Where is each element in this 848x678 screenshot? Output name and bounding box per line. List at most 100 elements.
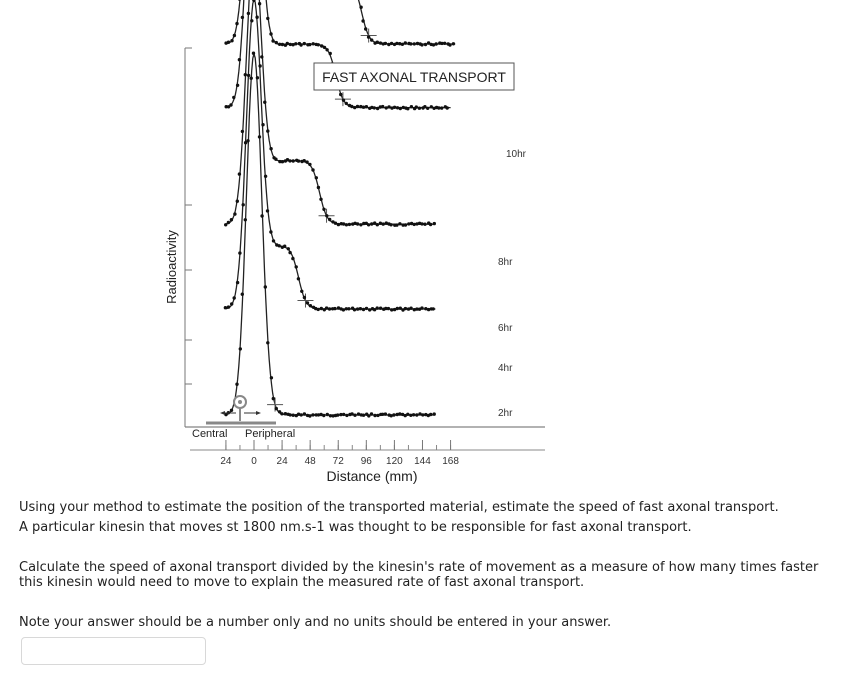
data-point-4hr [358,307,363,311]
data-point-4hr [263,174,268,178]
data-point-6hr [381,222,385,226]
data-point-2hr [263,285,267,289]
data-point-6hr [389,223,393,227]
data-point-6hr [412,222,416,227]
data-point-10hr [375,40,379,44]
data-point-8hr [339,92,343,97]
data-point-2hr [238,347,242,351]
data-point-2hr [224,412,228,417]
data-point-8hr [401,105,405,110]
data-point-6hr [229,218,234,222]
x-tick-label: 120 [386,456,403,467]
data-point-10hr [370,38,374,42]
data-point-8hr [395,106,400,110]
data-point-2hr [350,412,354,416]
data-point-6hr [373,221,377,225]
data-point-8hr [414,105,418,109]
data-point-6hr [260,55,264,59]
data-point-4hr [277,244,281,248]
data-point-2hr [257,135,262,139]
data-point-10hr [232,33,237,38]
data-point-8hr [437,106,441,110]
data-point-4hr [235,280,240,285]
data-point-6hr [375,223,379,227]
data-point-6hr [269,147,273,151]
data-point-8hr [341,98,346,102]
data-point-2hr [398,412,402,416]
data-point-2hr [271,396,275,401]
data-point-4hr [426,307,431,312]
data-point-8hr [232,95,236,100]
data-point-8hr [417,106,422,110]
x-tick-label: 72 [333,456,345,467]
data-point-2hr [421,413,425,417]
data-point-6hr [314,176,318,180]
data-point-4hr [344,307,348,311]
data-point-2hr [415,413,419,417]
data-point-4hr [412,308,416,312]
data-point-4hr [378,306,383,310]
data-point-8hr [328,51,332,56]
data-point-6hr [233,212,237,216]
data-point-4hr [336,306,341,310]
data-point-4hr [347,307,351,311]
x-tick-label: 48 [305,456,317,467]
data-point-4hr [223,306,228,310]
data-point-2hr [291,413,295,417]
data-point-6hr [288,159,292,163]
data-point-8hr [325,48,329,52]
series-label-6hr: 6hr [498,323,513,334]
data-point-10hr [426,41,431,45]
x-tick-label: 168 [442,456,459,467]
data-point-4hr [308,304,313,308]
data-point-10hr [359,5,363,9]
data-point-4hr [409,306,413,310]
data-point-4hr [375,306,379,310]
answer-input[interactable] [21,637,206,665]
data-point-6hr [415,222,419,226]
data-point-2hr [339,412,343,417]
data-point-6hr [316,185,321,190]
data-point-2hr [251,51,256,55]
data-point-2hr [319,412,323,417]
data-point-2hr [243,218,247,222]
x-tick-label: 24 [277,456,289,467]
data-point-4hr [390,308,394,312]
data-point-2hr [392,413,396,417]
data-point-10hr [235,21,239,26]
data-point-4hr [355,307,360,311]
data-point-4hr [250,19,254,23]
data-point-8hr [302,41,306,46]
data-point-10hr [389,41,394,46]
data-point-2hr [235,382,239,386]
data-point-4hr [319,306,323,311]
data-point-2hr [246,139,250,143]
data-point-2hr [240,292,244,296]
data-point-8hr [294,42,298,46]
data-point-8hr [392,105,397,110]
data-point-4hr [398,306,402,310]
data-point-4hr [271,239,276,243]
data-point-2hr [255,76,260,80]
data-point-4hr [302,295,307,300]
data-point-4hr [232,296,236,300]
data-point-6hr [257,2,262,6]
data-point-4hr [364,306,369,311]
data-point-2hr [308,414,312,418]
data-point-10hr [364,27,368,31]
data-point-4hr [420,306,424,310]
data-point-6hr [409,221,414,226]
data-point-4hr [327,307,332,311]
data-point-4hr [246,73,251,78]
data-point-4hr [243,141,248,145]
data-point-10hr [409,42,413,46]
data-point-8hr [226,105,231,109]
data-point-2hr [288,413,292,417]
data-point-10hr [448,43,452,47]
data-point-8hr [426,106,430,111]
data-point-2hr [269,376,274,380]
data-point-4hr [372,308,377,312]
data-point-10hr [398,42,402,46]
data-point-8hr [288,42,292,47]
injection-site-icon [206,395,276,425]
